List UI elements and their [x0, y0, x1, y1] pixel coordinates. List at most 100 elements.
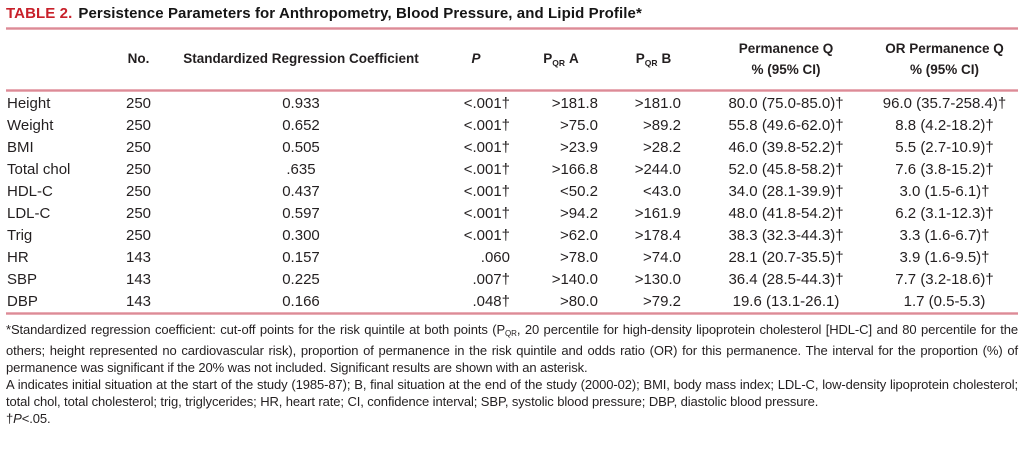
column-header-p: P	[471, 51, 481, 67]
cell-permanence-q: 28.1 (20.7-35.5)†	[728, 248, 844, 266]
footnote-1-subscript: QR	[505, 329, 517, 338]
cell-pqr-b: <43.0	[643, 182, 681, 200]
table-number-label: TABLE 2.	[6, 5, 73, 22]
cell-standardized-regression-coefficient: 0.652	[282, 116, 320, 134]
cell-permanence-q: 55.8 (49.6-62.0)†	[728, 116, 844, 134]
row-label: BMI	[7, 138, 34, 156]
cell-pqr-b: >28.2	[643, 138, 681, 156]
table-body: Height 250 0.933 <.001† >181.8 >181.0 80…	[6, 92, 1018, 312]
pqr-b-suffix: B	[661, 51, 672, 67]
cell-or-permanence-q: 7.7 (3.2-18.6)†	[895, 270, 994, 288]
column-header-pqr-a: PQR A	[516, 49, 606, 70]
cell-or-permanence-q: 3.0 (1.5-6.1)†	[899, 182, 990, 200]
row-label: Trig	[7, 226, 33, 244]
cell-p-value: <.001†	[463, 138, 510, 156]
cell-pqr-b: >178.4	[634, 226, 681, 244]
cell-p-value: <.001†	[463, 116, 510, 134]
table-row: HDL-C 250 0.437 <.001† <50.2 <43.0 34.0 …	[6, 180, 1018, 202]
cell-pqr-a: >181.8	[551, 94, 598, 112]
cell-no: 250	[125, 94, 152, 112]
dagger-p: P	[13, 411, 22, 426]
dagger-symbol: †	[6, 411, 14, 426]
cell-pqr-b: >161.9	[634, 204, 681, 222]
column-header-permanence-q: Permanence Q % (95% CI)	[701, 39, 871, 80]
cell-pqr-b: >181.0	[634, 94, 681, 112]
cell-standardized-regression-coefficient: 0.597	[282, 204, 320, 222]
or-permanence-q-line1: OR Permanence Q	[885, 41, 1004, 57]
cell-or-permanence-q: 7.6 (3.8-15.2)†	[895, 160, 994, 178]
cell-or-permanence-q: 5.5 (2.7-10.9)†	[895, 138, 994, 156]
cell-standardized-regression-coefficient: 0.437	[282, 182, 320, 200]
cell-or-permanence-q: 96.0 (35.7-258.4)†	[882, 94, 1007, 112]
table-title-text: Persistence Parameters for Anthropometry…	[78, 5, 642, 22]
cell-standardized-regression-coefficient: .635	[286, 160, 316, 178]
row-label: SBP	[7, 270, 38, 288]
table-row: Height 250 0.933 <.001† >181.8 >181.0 80…	[6, 92, 1018, 114]
cell-standardized-regression-coefficient: 0.933	[282, 94, 320, 112]
cell-p-value: .007†	[472, 270, 510, 288]
cell-or-permanence-q: 1.7 (0.5-5.3)	[903, 292, 986, 310]
cell-p-value: <.001†	[463, 160, 510, 178]
cell-p-value: .060	[480, 248, 510, 266]
cell-no: 250	[125, 226, 152, 244]
or-permanence-q-line2: % (95% CI)	[909, 61, 980, 77]
cell-pqr-b: >74.0	[643, 248, 681, 266]
row-label: LDL-C	[7, 204, 51, 222]
cell-standardized-regression-coefficient: 0.300	[282, 226, 320, 244]
cell-permanence-q: 36.4 (28.5-44.3)†	[728, 270, 844, 288]
cell-pqr-b: >89.2	[643, 116, 681, 134]
table-row: Trig 250 0.300 <.001† >62.0 >178.4 38.3 …	[6, 224, 1018, 246]
pqr-base: P	[543, 51, 553, 67]
row-label: DBP	[7, 292, 38, 310]
cell-standardized-regression-coefficient: 0.225	[282, 270, 320, 288]
table-row: HR 143 0.157 .060 >78.0 >74.0 28.1 (20.7…	[6, 246, 1018, 268]
cell-pqr-a: >166.8	[551, 160, 598, 178]
pqr-a-suffix: A	[569, 51, 579, 67]
pqr-subscript: QR	[644, 58, 658, 69]
cell-pqr-a: >140.0	[551, 270, 598, 288]
cell-no: 143	[125, 292, 152, 310]
divider-bottom	[6, 312, 1018, 315]
cell-p-value: <.001†	[463, 94, 510, 112]
footnote-1-post: , 20 percentile for high-density lipopro…	[6, 322, 1018, 375]
row-label: Height	[7, 94, 51, 112]
divider-header	[6, 89, 1018, 92]
table-row: Total chol 250 .635 <.001† >166.8 >244.0…	[6, 158, 1018, 180]
column-header-src: Standardized Regression Coefficient	[183, 51, 419, 67]
cell-or-permanence-q: 8.8 (4.2-18.2)†	[895, 116, 994, 134]
cell-pqr-a: >62.0	[560, 226, 598, 244]
cell-pqr-a: >23.9	[560, 138, 598, 156]
footnote-dagger: †P<.05.	[6, 410, 1018, 427]
cell-p-value: <.001†	[463, 182, 510, 200]
permanence-q-line2: % (95% CI)	[751, 61, 821, 77]
cell-pqr-b: >244.0	[634, 160, 681, 178]
pqr-subscript: QR	[552, 58, 565, 69]
cell-no: 250	[125, 160, 152, 178]
cell-permanence-q: 52.0 (45.8-58.2)†	[728, 160, 844, 178]
cell-no: 250	[125, 138, 152, 156]
cell-standardized-regression-coefficient: 0.157	[282, 248, 320, 266]
cell-or-permanence-q: 6.2 (3.1-12.3)†	[895, 204, 994, 222]
table-row: SBP 143 0.225 .007† >140.0 >130.0 36.4 (…	[6, 268, 1018, 290]
column-header-no: No.	[127, 51, 150, 67]
cell-pqr-b: >130.0	[634, 270, 681, 288]
table-header-row: No. Standardized Regression Coefficient …	[6, 30, 1018, 89]
pqr-base: P	[635, 51, 645, 67]
cell-permanence-q: 34.0 (28.1-39.9)†	[728, 182, 844, 200]
footnote-abbreviations: A indicates initial situation at the sta…	[6, 377, 1018, 409]
divider-top	[6, 27, 1018, 30]
cell-permanence-q: 80.0 (75.0-85.0)†	[728, 94, 844, 112]
footnote-1-pre: *Standardized regression coefficient: cu…	[6, 322, 506, 337]
cell-permanence-q: 38.3 (32.3-44.3)†	[728, 226, 844, 244]
cell-pqr-a: >80.0	[560, 292, 598, 310]
table-row: LDL-C 250 0.597 <.001† >94.2 >161.9 48.0…	[6, 202, 1018, 224]
cell-no: 143	[125, 270, 152, 288]
column-header-or-permanence-q: OR Permanence Q % (95% CI)	[871, 39, 1018, 80]
cell-no: 250	[125, 116, 152, 134]
footnote-asterisk: *Standardized regression coefficient: cu…	[6, 321, 1018, 376]
cell-p-value: <.001†	[463, 226, 510, 244]
cell-no: 250	[125, 182, 152, 200]
row-label: Total chol	[7, 160, 71, 178]
cell-p-value: <.001†	[463, 204, 510, 222]
cell-p-value: .048†	[472, 292, 510, 310]
